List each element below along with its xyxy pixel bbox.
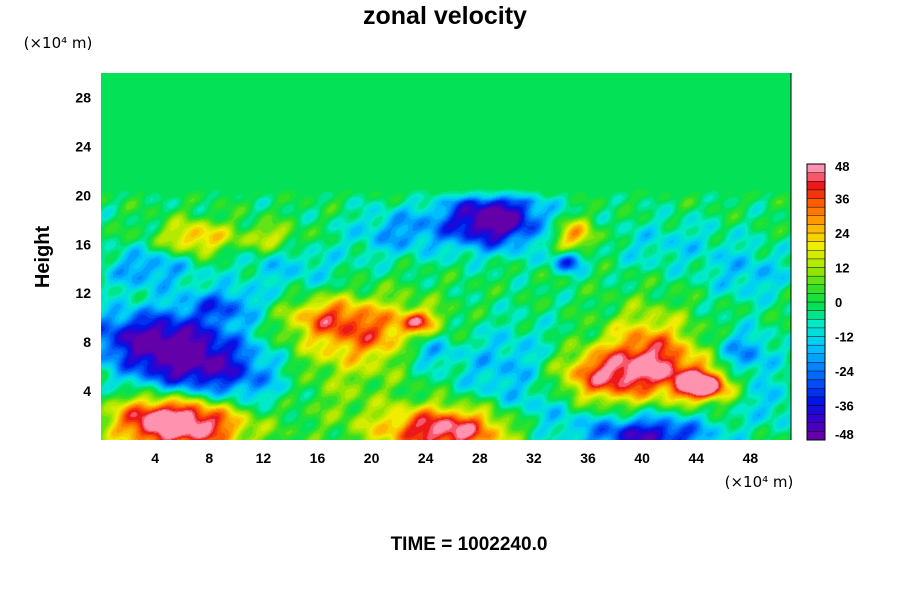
colorbar-tick-label: 24 xyxy=(835,226,850,241)
x-tick-label-16: 16 xyxy=(310,450,326,466)
colorbar-band xyxy=(806,405,826,415)
colorbar-band xyxy=(806,198,826,208)
colorbar-band xyxy=(806,163,826,173)
time-label: TIME = 1002240.0 xyxy=(391,534,548,555)
colorbar-tick-label: -24 xyxy=(835,364,855,379)
chart-title: zonal velocity xyxy=(363,2,527,30)
colorbar-tick-label: 0 xyxy=(835,295,842,310)
colorbar-band xyxy=(806,206,826,216)
colorbar-band xyxy=(806,250,826,260)
y-tick-label-16: 16 xyxy=(75,236,91,252)
colorbar-band xyxy=(806,327,826,337)
x-tick-label-20: 20 xyxy=(364,450,380,466)
colorbar-band xyxy=(806,396,826,406)
x-tick-label-12: 12 xyxy=(256,450,272,466)
colorbar-band xyxy=(806,224,826,234)
y-tick-label-8: 8 xyxy=(83,334,91,350)
colorbar-band xyxy=(806,284,826,294)
colorbar-band xyxy=(806,413,826,423)
y-tick-label-28: 28 xyxy=(75,89,91,105)
colorbar-band xyxy=(806,181,826,191)
colorbar-tick-label: -12 xyxy=(835,330,854,345)
colorbar-band xyxy=(806,172,826,182)
x-tick-label-32: 32 xyxy=(526,450,542,466)
y-tick-label-24: 24 xyxy=(75,138,91,154)
colorbar-band xyxy=(806,431,826,441)
colorbar-tick-label: 36 xyxy=(835,192,849,207)
colorbar-band xyxy=(806,267,826,277)
y-axis-unit: (×10⁴ m) xyxy=(24,34,93,52)
colorbar-band xyxy=(806,344,826,354)
colorbar-band xyxy=(806,336,826,346)
x-tick-label-36: 36 xyxy=(580,450,596,466)
x-tick-label-48: 48 xyxy=(743,450,759,466)
x-tick-label-24: 24 xyxy=(418,450,434,466)
y-tick-label-12: 12 xyxy=(75,285,91,301)
colorbar-band xyxy=(806,370,826,380)
x-tick-label-40: 40 xyxy=(634,450,650,466)
colorbar: 48 36 24 12 0 -12 -24 -36 -48 xyxy=(806,159,855,442)
colorbar-tick-label: -36 xyxy=(835,399,854,414)
plot-area xyxy=(101,73,792,440)
colorbar-band xyxy=(806,241,826,251)
colorbar-band xyxy=(806,353,826,363)
colorbar-band xyxy=(806,422,826,432)
colorbar-band xyxy=(806,379,826,389)
colorbar-band xyxy=(806,319,826,329)
x-tick-label-8: 8 xyxy=(205,450,213,466)
colorbar-band xyxy=(806,215,826,225)
x-tick-label-28: 28 xyxy=(472,450,488,466)
y-tick-label-4: 4 xyxy=(83,383,91,399)
colorbar-tick-label: 48 xyxy=(835,159,849,174)
y-axis-label: Height xyxy=(32,226,54,289)
y-tick-label-20: 20 xyxy=(75,187,91,203)
colorbar-tick-labels: 48 36 24 12 0 -12 -24 -36 -48 xyxy=(835,159,855,442)
colorbar-tick-label: 12 xyxy=(835,261,849,276)
contour-field-canvas xyxy=(101,73,791,440)
colorbar-band xyxy=(806,362,826,372)
colorbar-band xyxy=(806,189,826,199)
colorbar-band xyxy=(806,232,826,242)
x-tick-label-4: 4 xyxy=(151,450,159,466)
contour-field xyxy=(101,73,791,440)
colorbar-frame xyxy=(806,163,826,441)
colorbar-band xyxy=(806,293,826,303)
colorbar-tick-label: -48 xyxy=(835,427,854,442)
x-tick-labels: 4 8 12 16 20 24 28 32 36 40 44 48 xyxy=(151,450,758,466)
colorbar-band xyxy=(806,388,826,398)
x-tick-label-44: 44 xyxy=(689,450,705,466)
colorbar-band xyxy=(806,258,826,268)
colorbar-bands xyxy=(806,163,826,441)
colorbar-band xyxy=(806,301,826,311)
y-tick-labels: 4 8 12 16 20 24 28 xyxy=(75,89,91,399)
colorbar-band xyxy=(806,275,826,285)
colorbar-band xyxy=(806,310,826,320)
x-axis-unit: (×10⁴ m) xyxy=(725,473,794,491)
